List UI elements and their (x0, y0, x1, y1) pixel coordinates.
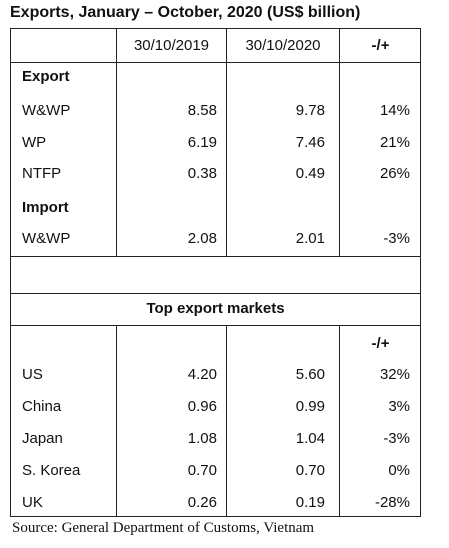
row-2020: 9.78 (295, 102, 325, 119)
row-change: -3% (383, 430, 410, 447)
markets-title: Top export markets (146, 300, 285, 317)
row-change: -28% (374, 494, 410, 511)
row-2020: 5.60 (295, 366, 325, 383)
row-2019: 1.08 (187, 430, 217, 447)
row-name: W&WP (22, 230, 71, 247)
row-name: WP (22, 134, 47, 151)
col-divider-3-bottom (339, 325, 340, 517)
row-2020: 7.46 (295, 134, 325, 151)
header-change: -/+ (371, 37, 390, 54)
row-change: 0% (388, 462, 410, 479)
header-divider (10, 62, 421, 63)
row-name: NTFP (22, 165, 62, 182)
row-2020: 2.01 (295, 230, 325, 247)
row-2020: 0.49 (295, 165, 325, 182)
row-change: 32% (379, 366, 410, 383)
import-label: Import (22, 199, 69, 216)
table-frame (10, 28, 421, 517)
row-2019: 4.20 (187, 366, 217, 383)
row-change: 26% (379, 165, 410, 182)
row-2019: 0.38 (187, 165, 217, 182)
section-divider-top (10, 256, 421, 257)
markets-header-divider (10, 325, 421, 326)
row-2019: 0.96 (187, 398, 217, 415)
row-2019: 8.58 (187, 102, 217, 119)
row-2020: 0.70 (295, 462, 325, 479)
table-title: Exports, January – October, 2020 (US$ bi… (10, 4, 361, 21)
row-2019: 6.19 (187, 134, 217, 151)
row-name: UK (22, 494, 43, 511)
col-divider-2-bottom (226, 325, 227, 517)
row-name: Japan (22, 430, 63, 447)
header-2020: 30/10/2020 (245, 37, 321, 54)
col-divider-1-bottom (116, 325, 117, 517)
row-2020: 0.19 (295, 494, 325, 511)
row-change: 3% (388, 398, 410, 415)
col-divider-3-top (339, 28, 340, 256)
row-change: 14% (379, 102, 410, 119)
row-2019: 0.26 (187, 494, 217, 511)
row-name: China (22, 398, 62, 415)
row-name: S. Korea (22, 462, 81, 479)
header-2019: 30/10/2019 (133, 37, 210, 54)
row-2020: 1.04 (295, 430, 325, 447)
row-name: US (22, 366, 43, 383)
row-2019: 0.70 (187, 462, 217, 479)
section-divider-bottom (10, 293, 421, 294)
row-2020: 0.99 (295, 398, 325, 415)
markets-change-header: -/+ (371, 335, 390, 352)
row-2019: 2.08 (187, 230, 217, 247)
export-label: Export (22, 68, 70, 85)
row-name: W&WP (22, 102, 71, 119)
source-note: Source: General Department of Customs, V… (12, 520, 315, 536)
col-divider-1-top (116, 28, 117, 256)
row-change: -3% (383, 230, 410, 247)
row-change: 21% (379, 134, 410, 151)
col-divider-2-top (226, 28, 227, 256)
